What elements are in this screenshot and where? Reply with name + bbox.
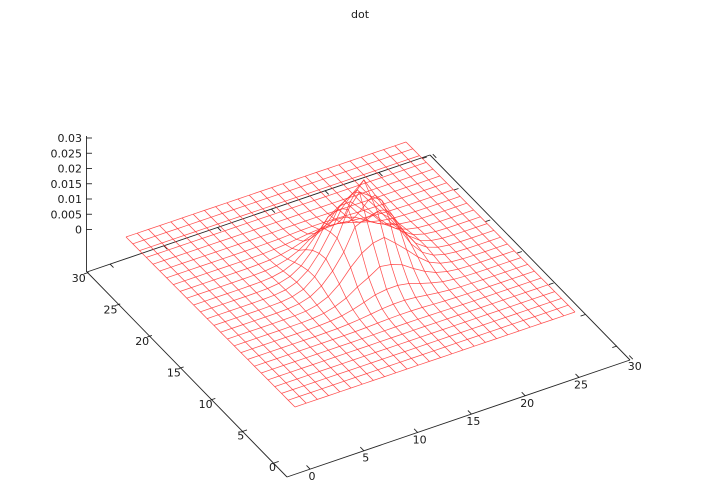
x-tick-label: 5 [362, 452, 369, 465]
y-tick-label: 20 [135, 335, 149, 348]
z-tick-label: 0.01 [58, 193, 83, 206]
x-tick-label: 30 [628, 360, 642, 373]
z-tick-label: 0.03 [58, 132, 83, 145]
x-tick-label: 15 [466, 415, 480, 428]
x-tick-label: 25 [574, 379, 588, 392]
x-tick-label: 10 [413, 433, 427, 446]
z-axis: 0 0.005 0.01 0.015 0.02 0.025 0.03 [51, 132, 92, 272]
z-tick-label: 0.025 [51, 147, 83, 160]
z-tick-label: 0.015 [51, 178, 83, 191]
x-tick-label: 20 [520, 397, 534, 410]
z-tick-label: 0 [75, 224, 82, 237]
y-axis: 0 5 10 15 20 25 30 [72, 156, 618, 474]
y-tick-label: 0 [269, 461, 276, 474]
x-axis: 0 5 10 15 20 25 30 [109, 153, 642, 483]
y-tick-label: 5 [237, 430, 244, 443]
surface-mesh [125, 141, 576, 408]
y-tick-label: 15 [167, 367, 181, 380]
y-tick-label: 25 [104, 304, 118, 317]
z-tick-label: 0.02 [58, 163, 83, 176]
base-frame [86, 154, 631, 478]
y-tick-label: 10 [199, 398, 213, 411]
y-tick-label: 30 [72, 272, 86, 285]
z-tick-label: 0.005 [51, 208, 83, 221]
x-tick-label: 0 [309, 470, 316, 483]
plot-title: dot [350, 8, 370, 21]
